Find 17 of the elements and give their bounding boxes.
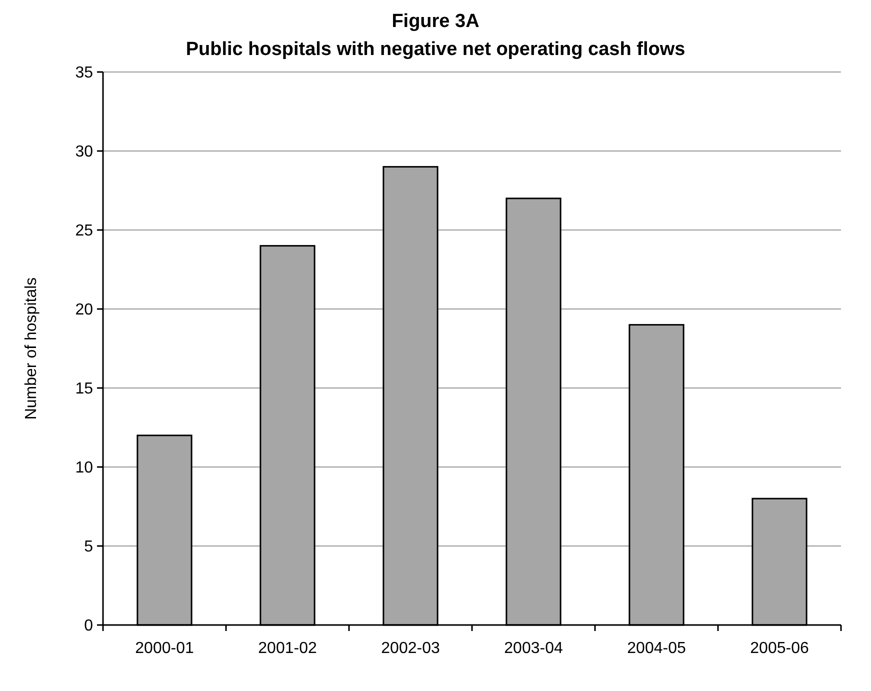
y-tick-label: 0 [84,618,94,635]
x-tick-label: 2000-01 [135,640,194,657]
y-tick-label: 15 [75,380,94,398]
y-tick-label: 30 [75,144,94,161]
x-tick-label: 2005-06 [750,640,809,657]
x-tick-label: 2003-04 [504,640,563,657]
x-tick-label: 2002-03 [381,640,440,657]
chart-title: Figure 3A [392,11,480,32]
y-axis-title: Number of hospitals [23,277,40,420]
x-tick-label: 2004-05 [627,640,686,657]
y-tick-label: 25 [75,222,94,240]
x-tick-label: 2001-02 [258,640,317,657]
y-tick-label: 10 [75,460,94,477]
y-tick-label: 20 [75,302,94,319]
y-tick-label: 5 [84,538,94,556]
chart-subtitle: Public hospitals with negative net operating cash flows [186,39,686,60]
y-tick-label: 35 [75,64,94,82]
